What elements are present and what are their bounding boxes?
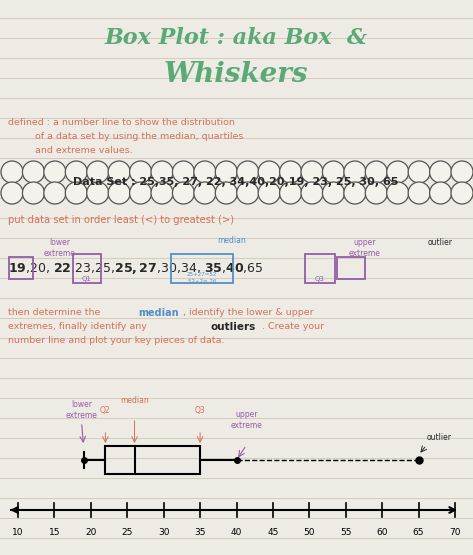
Text: Q2: Q2 (100, 406, 111, 415)
Circle shape (87, 182, 109, 204)
Text: 40: 40 (231, 528, 242, 537)
Circle shape (65, 182, 88, 204)
Text: then determine the: then determine the (8, 308, 104, 317)
Text: lower
extreme: lower extreme (44, 238, 76, 258)
Circle shape (365, 182, 387, 204)
Text: extremes, finally identify any: extremes, finally identify any (8, 322, 150, 331)
Circle shape (44, 182, 66, 204)
Circle shape (151, 182, 173, 204)
Circle shape (22, 161, 44, 183)
Circle shape (151, 161, 173, 183)
Text: Q1: Q1 (82, 276, 92, 282)
Text: outliers: outliers (210, 322, 255, 332)
Text: outlier: outlier (428, 238, 453, 247)
Circle shape (323, 182, 344, 204)
Circle shape (194, 182, 216, 204)
Text: median: median (218, 236, 246, 245)
Text: defined : a number line to show the distribution
         of a data set by using: defined : a number line to show the dist… (8, 118, 244, 155)
Text: 25+27=52
52÷2= 26: 25+27=52 52÷2= 26 (187, 273, 217, 284)
Text: number line and plot your key pieces of data.: number line and plot your key pieces of … (8, 336, 225, 345)
Circle shape (258, 182, 280, 204)
Text: upper
extreme: upper extreme (230, 410, 263, 430)
Circle shape (108, 182, 130, 204)
Circle shape (173, 161, 194, 183)
Circle shape (451, 161, 473, 183)
Text: Q3: Q3 (315, 276, 325, 282)
Text: 45: 45 (267, 528, 279, 537)
Text: 50: 50 (304, 528, 315, 537)
Circle shape (280, 182, 302, 204)
Circle shape (344, 161, 366, 183)
Circle shape (108, 161, 130, 183)
Text: 10: 10 (12, 528, 24, 537)
Circle shape (87, 161, 109, 183)
Text: 30: 30 (158, 528, 169, 537)
Bar (105, 446, 200, 474)
Text: 25: 25 (122, 528, 133, 537)
Text: lower
extreme: lower extreme (66, 400, 97, 420)
Text: upper
extreme: upper extreme (349, 238, 381, 258)
Text: 65: 65 (413, 528, 424, 537)
Circle shape (258, 161, 280, 183)
Circle shape (236, 182, 259, 204)
Circle shape (408, 182, 430, 204)
Text: $\mathbf{19}$,20, $\mathbf{22}$,23,25,$\mathbf{25,27}$,30,34, $\mathbf{35}$,$\ma: $\mathbf{19}$,20, $\mathbf{22}$,23,25,$\… (8, 260, 263, 275)
Circle shape (130, 161, 151, 183)
Text: 60: 60 (377, 528, 388, 537)
Circle shape (301, 161, 323, 183)
Circle shape (408, 161, 430, 183)
Circle shape (65, 161, 88, 183)
Circle shape (429, 182, 452, 204)
Text: outlier: outlier (427, 433, 452, 442)
Circle shape (173, 182, 194, 204)
Circle shape (429, 161, 452, 183)
Circle shape (194, 161, 216, 183)
Text: . Create your: . Create your (262, 322, 324, 331)
Circle shape (280, 161, 302, 183)
Text: , identify the lower & upper: , identify the lower & upper (183, 308, 314, 317)
Text: 70: 70 (449, 528, 461, 537)
Text: Q3: Q3 (195, 406, 205, 415)
Circle shape (22, 182, 44, 204)
Text: put data set in order least (<) to greatest (>): put data set in order least (<) to great… (8, 215, 234, 225)
Text: 20: 20 (85, 528, 96, 537)
Text: median: median (138, 308, 179, 318)
Text: Data Set : 25,35, 27, 22, 34,40,20,19, 23, 25, 30, 65: Data Set : 25,35, 27, 22, 34,40,20,19, 2… (73, 177, 399, 187)
Text: 15: 15 (49, 528, 60, 537)
Text: 35: 35 (194, 528, 206, 537)
Text: Whiskers: Whiskers (164, 62, 308, 88)
Circle shape (1, 161, 23, 183)
Circle shape (344, 182, 366, 204)
Circle shape (130, 182, 151, 204)
Circle shape (451, 182, 473, 204)
Circle shape (44, 161, 66, 183)
Circle shape (215, 182, 237, 204)
Circle shape (1, 182, 23, 204)
Circle shape (215, 161, 237, 183)
Text: Box Plot : aka Box  &: Box Plot : aka Box & (105, 27, 368, 49)
Circle shape (365, 161, 387, 183)
Circle shape (387, 161, 409, 183)
Circle shape (323, 161, 344, 183)
Circle shape (301, 182, 323, 204)
Circle shape (387, 182, 409, 204)
Circle shape (236, 161, 259, 183)
Text: median: median (120, 396, 149, 405)
Text: 55: 55 (340, 528, 351, 537)
